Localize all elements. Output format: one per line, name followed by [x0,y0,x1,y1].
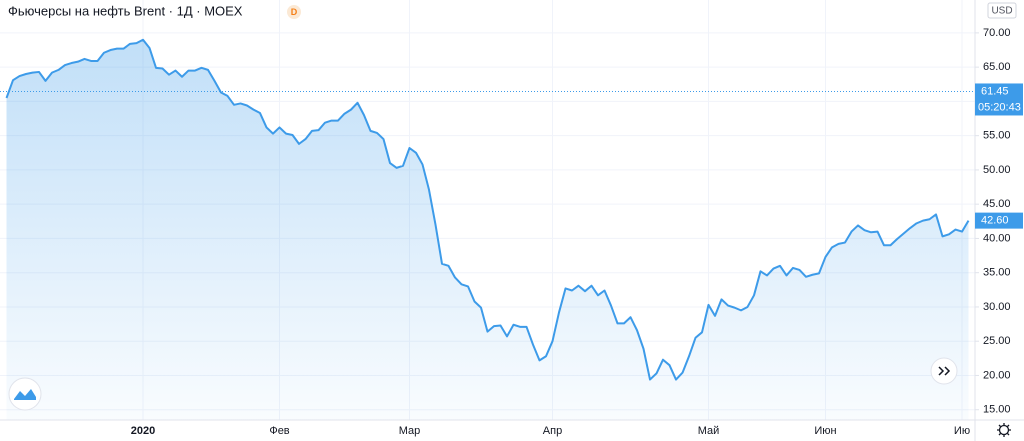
x-tick-label: Ию [954,425,970,437]
badge: D [291,7,298,17]
x-tick-label: Май [698,425,720,437]
y-tick-label: 15.00 [983,404,1011,416]
y-tick-label: 20.00 [983,369,1011,381]
logo-button[interactable] [8,377,42,411]
gear[interactable] [998,424,1010,436]
x-tick-label: 2020 [131,425,155,437]
x-tick-label: Апр [543,425,562,437]
area-fill [6,39,969,421]
y-tick-label: 35.00 [983,267,1011,279]
x-tick-label: Июн [814,425,836,437]
reference-tag [975,83,1023,116]
y-tick-label: 65.00 [983,61,1011,73]
x-tick-label: Фев [269,425,289,437]
y-tick-label: 70.00 [983,27,1011,39]
y-tick-label: 55.00 [983,130,1011,142]
y-tick-label: 45.00 [983,198,1011,210]
scroll-button[interactable] [930,357,958,385]
y-tick-label: 50.00 [983,164,1011,176]
reference-label: 61.45 [981,85,1009,97]
price-line [5,38,970,381]
y-tick-label: 25.00 [983,335,1011,347]
logo-circle[interactable] [8,377,42,411]
gear-teeth[interactable] [997,423,1011,437]
currency-box[interactable] [987,2,1017,19]
badge-bg [287,5,301,19]
logo-icon[interactable] [14,389,36,400]
last-price-label: 42.60 [981,215,1009,227]
currency[interactable]: USD [991,6,1012,17]
scroll-icon[interactable] [938,366,951,376]
x-tick-label: Мар [399,425,421,437]
settings-button[interactable] [997,423,1011,437]
chart-title: Фьючерсы на нефть Brent · 1Д · MOEX [8,3,243,18]
last-price-tag [975,212,1023,229]
y-tick-label: 30.00 [983,301,1011,313]
reference-sublabel: 05:20:43 [978,101,1021,113]
y-tick-label: 40.00 [983,232,1011,244]
